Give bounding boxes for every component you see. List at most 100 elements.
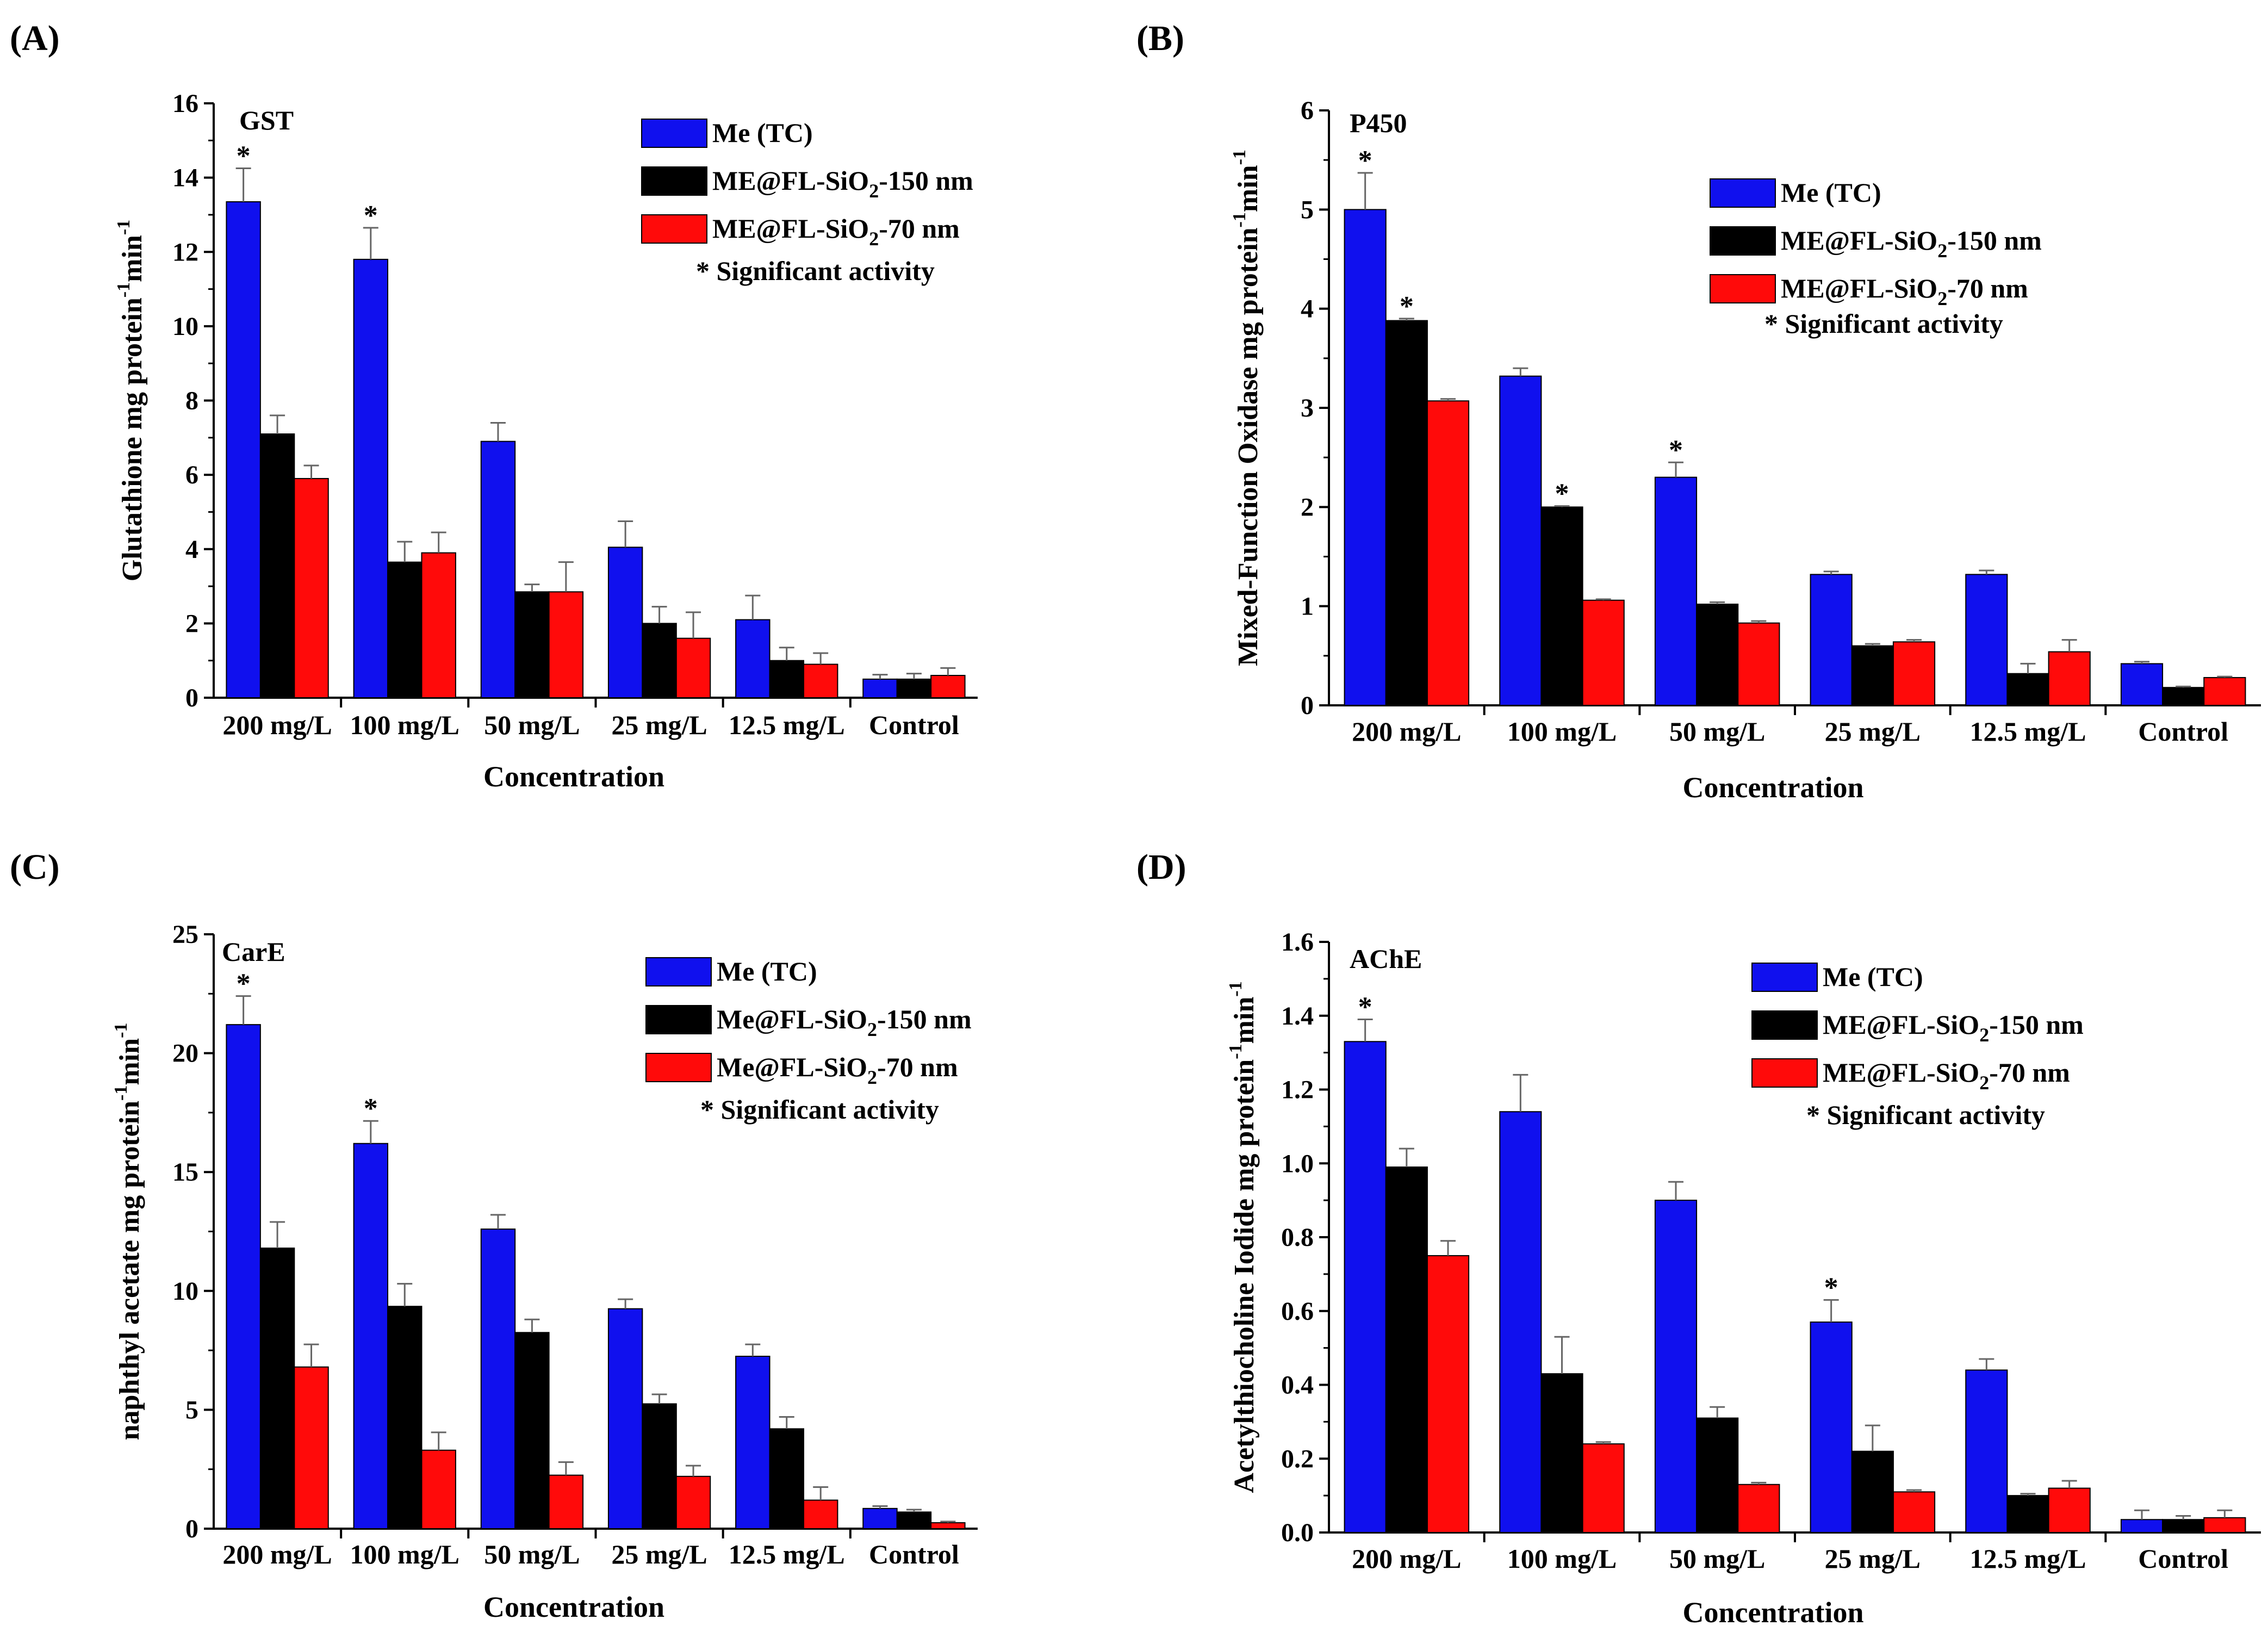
legend-swatch [641,119,707,148]
bar [1582,1443,1625,1534]
legend-label: Me@FL-SiO2-150 nm [717,1004,972,1040]
legend-swatch [645,1005,712,1034]
bar [1499,1111,1542,1533]
legend-note: * Significant activity [1806,1100,2045,1130]
x-axis-label: Concentration [1683,771,1864,804]
category-label: 25 mg/L [611,710,707,740]
significance-star: * [364,1093,378,1124]
bar [294,1366,329,1530]
category-label: 12.5 mg/L [729,1539,845,1569]
legend-swatch [1751,1010,1818,1040]
bar [862,678,898,698]
x-axis-label: Concentration [483,1591,664,1623]
y-tick-label: 0.0 [1281,1518,1314,1547]
category-label: 50 mg/L [1669,716,1765,747]
category-label: Control [869,710,959,740]
y-axis-label: Mixed-Function Oxidase mg protein-1min-1 [1229,150,1264,666]
significance-star: * [1400,291,1414,322]
legend-swatch [1710,226,1776,256]
y-tick-label: 16 [172,89,198,118]
chart-panel-3: (C) 0 5 10 15 20 25 200 mg/L * 100 mg/L * 50 mg/L 25… [10,847,978,1623]
legend-swatch [641,214,707,244]
panel-letter: (C) [10,847,60,887]
chart-caption: GST [239,105,294,135]
bar [1426,1255,1470,1533]
y-tick-label: 0 [185,1515,198,1543]
category-label: 100 mg/L [1507,1543,1617,1574]
legend-label: ME@FL-SiO2-70 nm [712,213,960,250]
bar [2006,673,2049,706]
bar [930,675,966,698]
bar [387,561,422,699]
legend-swatch [1751,963,1818,992]
y-tick-label: 10 [172,1277,198,1306]
bar [1582,599,1625,706]
significance-star: * [1824,1272,1838,1303]
legend-note: * Significant activity [696,256,935,286]
bar [735,1356,771,1530]
bar [548,1474,584,1529]
legend-swatch [645,1053,712,1082]
bar [2120,1519,2164,1533]
y-tick-label: 12 [172,238,198,266]
legend-note: * Significant activity [700,1094,939,1125]
bar [769,660,804,698]
bar [1851,1450,1894,1534]
bar [1344,1041,1387,1533]
y-tick-label: 1.4 [1281,1002,1314,1031]
bar [387,1306,422,1530]
y-tick-label: 20 [172,1039,198,1068]
bar [607,547,643,698]
category-label: 50 mg/L [484,710,580,740]
category-label: Control [2138,1543,2228,1574]
y-tick-label: 1.6 [1281,928,1314,957]
significance-star: * [1669,435,1683,466]
chart-panel-1: (A) 0 2 4 6 8 10 12 14 16 200 mg/L * 100 mg/L * 50 mg/… [10,18,978,793]
legend-label: ME@FL-SiO2-150 nm [712,165,973,202]
significance-star: * [1358,992,1372,1023]
category-label: 100 mg/L [350,1539,459,1569]
bar [1810,574,1853,706]
legend-label: Me (TC) [1823,961,1923,992]
legend-label: Me@FL-SiO2-70 nm [717,1052,958,1088]
category-label: 200 mg/L [222,1539,332,1569]
y-tick-label: 25 [172,920,198,949]
y-tick-label: 1 [1301,592,1314,621]
y-tick-label: 4 [185,535,198,564]
bar [353,1143,389,1530]
bar [548,591,584,698]
bar [1965,1369,2008,1534]
bar [1385,320,1428,706]
y-tick-label: 0 [1301,691,1314,720]
bar [642,1403,677,1529]
bar [480,440,516,698]
y-tick-label: 2 [1301,493,1314,522]
x-axis-label: Concentration [483,760,664,793]
bar [1385,1166,1428,1534]
bar [421,1449,456,1530]
bar [294,477,329,698]
legend-swatch [1710,274,1776,303]
category-label: 12.5 mg/L [1970,716,2086,747]
bar [1654,476,1698,706]
category-label: 50 mg/L [484,1539,580,1569]
bar [514,591,550,698]
legend-label: Me (TC) [717,956,817,986]
y-tick-label: 0.4 [1281,1371,1314,1400]
bar [2162,687,2205,706]
bar [2203,677,2246,706]
significance-star: * [237,969,251,1000]
legend-swatch [641,166,707,196]
bar [1851,645,1894,706]
bar [769,1428,804,1529]
category-label: 100 mg/L [1507,716,1617,747]
bar [803,663,838,699]
legend-label: ME@FL-SiO2-150 nm [1781,225,2042,262]
bar [735,619,771,698]
bar [1892,1491,1936,1533]
category-label: 25 mg/L [611,1539,707,1569]
bar [896,678,932,698]
y-tick-label: 8 [185,387,198,415]
bar [353,258,389,699]
y-tick-label: 10 [172,312,198,341]
